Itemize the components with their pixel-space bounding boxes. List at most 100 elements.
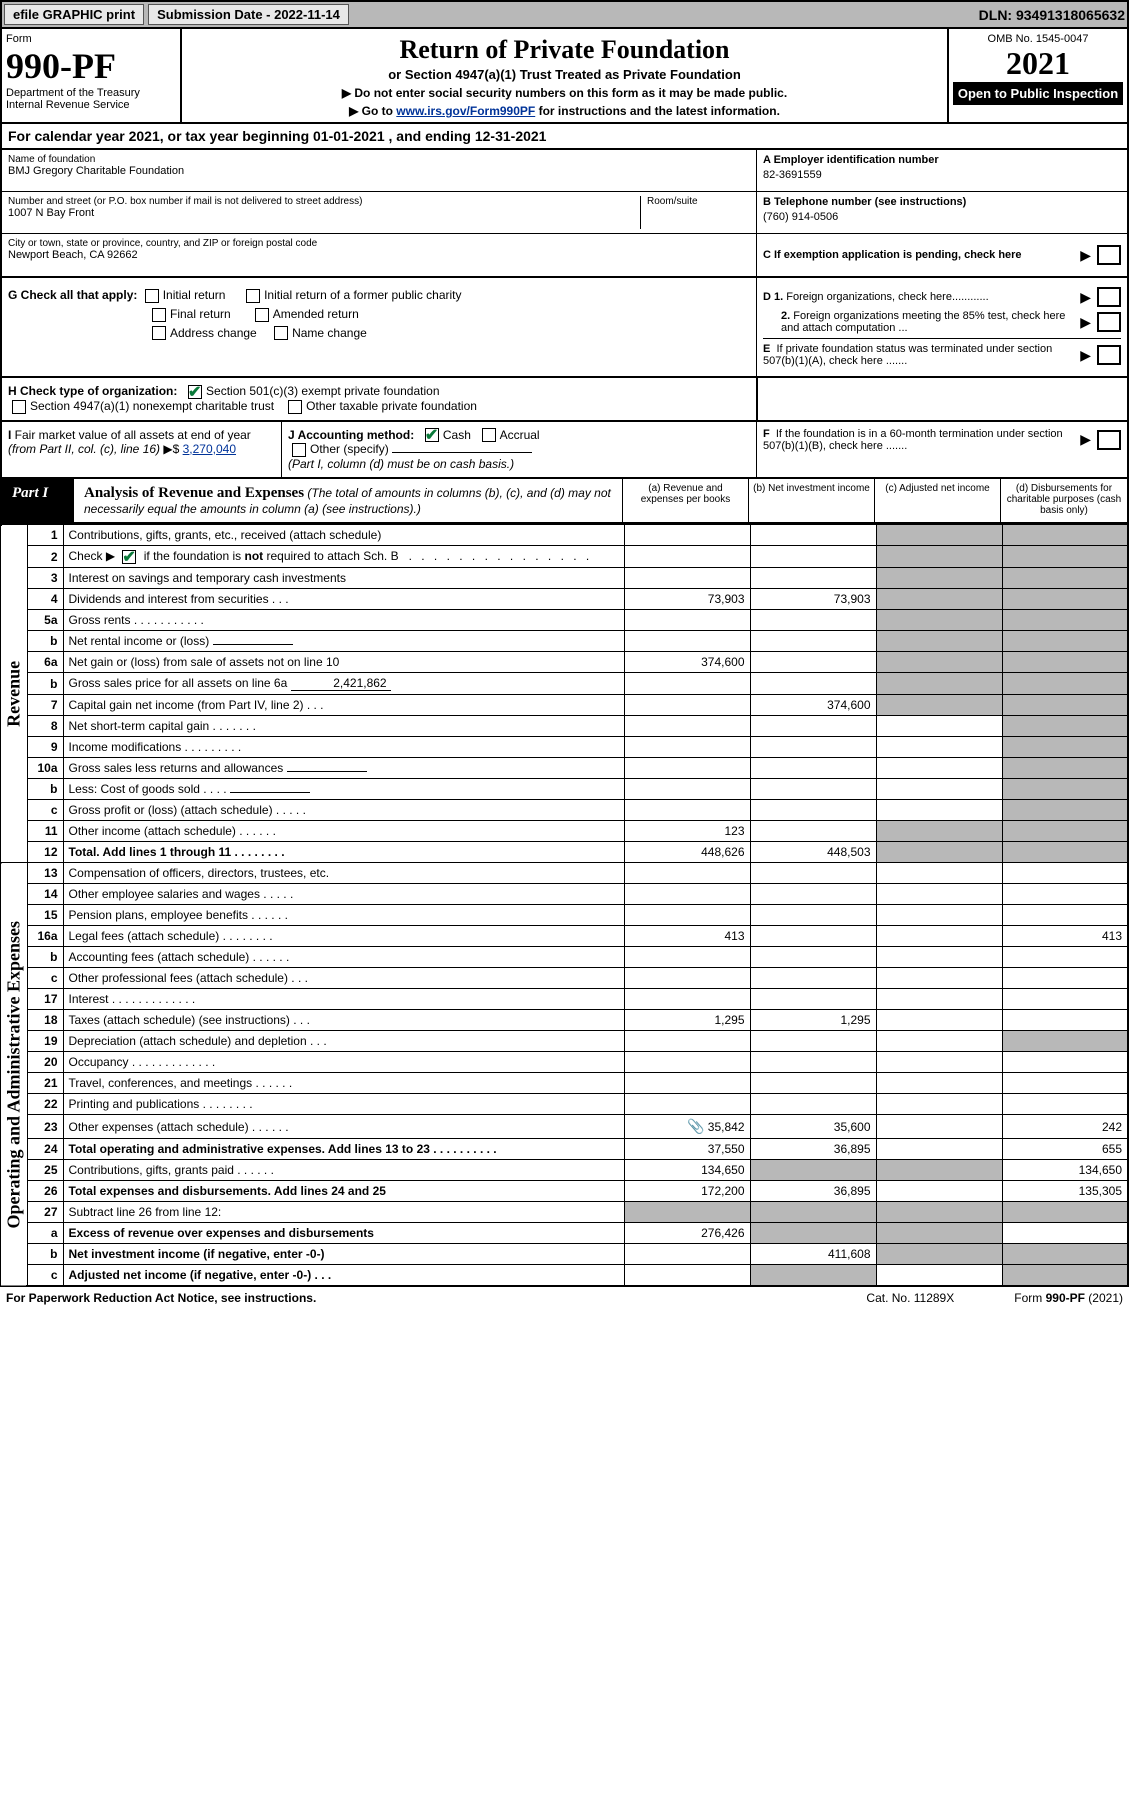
header-right: OMB No. 1545-0047 2021 Open to Public In… — [947, 29, 1127, 122]
instruction-1: ▶ Do not enter social security numbers o… — [190, 86, 939, 100]
j-label: J Accounting method: — [288, 428, 414, 442]
open-to-public: Open to Public Inspection — [953, 82, 1123, 105]
address: 1007 N Bay Front — [8, 207, 640, 219]
table-row: 22Printing and publications . . . . . . … — [1, 1094, 1128, 1115]
table-row: 27Subtract line 26 from line 12: — [1, 1202, 1128, 1223]
form-subtitle: or Section 4947(a)(1) Trust Treated as P… — [190, 67, 939, 82]
header-center: Return of Private Foundation or Section … — [182, 29, 947, 122]
g3-label: Final return — [170, 307, 231, 321]
col-d-header: (d) Disbursements for charitable purpose… — [1001, 479, 1127, 522]
h3-label: Other taxable private foundation — [306, 399, 477, 413]
fmv-value: 3,270,040 — [183, 442, 236, 456]
table-row: bNet investment income (if negative, ent… — [1, 1244, 1128, 1265]
irs: Internal Revenue Service — [6, 99, 176, 111]
form-link[interactable]: www.irs.gov/Form990PF — [396, 104, 535, 118]
g-initial-former[interactable] — [246, 289, 260, 303]
h2-label: Section 4947(a)(1) nonexempt charitable … — [30, 399, 274, 413]
pra-notice: For Paperwork Reduction Act Notice, see … — [6, 1291, 316, 1305]
g-final-return[interactable] — [152, 308, 166, 322]
cat-number: Cat. No. 11289X — [866, 1291, 954, 1305]
table-row: 16aLegal fees (attach schedule) . . . . … — [1, 926, 1128, 947]
form-label: Form — [6, 33, 176, 45]
g5-label: Address change — [170, 326, 257, 340]
table-row: 11Other income (attach schedule) . . . .… — [1, 821, 1128, 842]
table-row: bGross sales price for all assets on lin… — [1, 673, 1128, 695]
g-amended[interactable] — [255, 308, 269, 322]
table-row: aExcess of revenue over expenses and dis… — [1, 1223, 1128, 1244]
table-row: 25Contributions, gifts, grants paid . . … — [1, 1160, 1128, 1181]
e-checkbox[interactable] — [1097, 345, 1121, 365]
j2-label: Accrual — [500, 428, 540, 442]
ein-label: A Employer identification number — [763, 154, 1121, 166]
g1-label: Initial return — [163, 288, 226, 302]
table-row: cAdjusted net income (if negative, enter… — [1, 1265, 1128, 1287]
expenses-sidelabel: Operating and Administrative Expenses — [1, 863, 27, 1287]
g-address-change[interactable] — [152, 326, 166, 340]
top-bar: efile GRAPHIC print Submission Date - 20… — [0, 0, 1129, 29]
f-row: F If the foundation is in a 60-month ter… — [763, 428, 1121, 452]
g6-label: Name change — [292, 326, 367, 340]
j-other[interactable] — [292, 443, 306, 457]
table-row: 14Other employee salaries and wages . . … — [1, 884, 1128, 905]
j-note: (Part I, column (d) must be on cash basi… — [288, 457, 514, 471]
omb-number: OMB No. 1545-0047 — [953, 33, 1123, 45]
d1-checkbox[interactable] — [1097, 287, 1121, 307]
h-label: H Check type of organization: — [8, 384, 177, 398]
table-row: 17Interest . . . . . . . . . . . . . — [1, 989, 1128, 1010]
table-row: cOther professional fees (attach schedul… — [1, 968, 1128, 989]
g-initial-return[interactable] — [145, 289, 159, 303]
instr2-post: for instructions and the latest informat… — [535, 104, 780, 118]
j1-label: Cash — [443, 428, 471, 442]
j-cash[interactable] — [425, 428, 439, 442]
table-row: Revenue1Contributions, gifts, grants, et… — [1, 525, 1128, 546]
j3-label: Other (specify) — [310, 442, 389, 456]
h-501c3[interactable] — [188, 385, 202, 399]
table-row: 21Travel, conferences, and meetings . . … — [1, 1073, 1128, 1094]
table-row: 2Check ▶ if the foundation is not requir… — [1, 546, 1128, 568]
calendar-year-row: For calendar year 2021, or tax year begi… — [0, 124, 1129, 150]
part1-title: Analysis of Revenue and Expenses — [84, 485, 304, 501]
table-row: Operating and Administrative Expenses13C… — [1, 863, 1128, 884]
h-other-taxable[interactable] — [288, 400, 302, 414]
check-section-1: G Check all that apply: Initial return I… — [0, 278, 1129, 378]
c-checkbox[interactable] — [1097, 245, 1121, 265]
table-row: 26Total expenses and disbursements. Add … — [1, 1181, 1128, 1202]
city-label: City or town, state or province, country… — [8, 238, 750, 249]
foundation-name: BMJ Gregory Charitable Foundation — [8, 165, 750, 177]
d2-checkbox[interactable] — [1097, 312, 1121, 332]
table-row: bAccounting fees (attach schedule) . . .… — [1, 947, 1128, 968]
j-accrual[interactable] — [482, 428, 496, 442]
form-footer: Form 990-PF (2021) — [1014, 1291, 1123, 1305]
submission-date: Submission Date - 2022-11-14 — [148, 4, 349, 25]
c-label: C If exemption application is pending, c… — [763, 249, 1080, 261]
check-section-3: I Fair market value of all assets at end… — [0, 422, 1129, 480]
room-label: Room/suite — [647, 196, 750, 207]
g2-label: Initial return of a former public charit… — [264, 288, 461, 302]
g4-label: Amended return — [273, 307, 359, 321]
g-name-change[interactable] — [274, 326, 288, 340]
arrow-icon: ▶ — [1080, 247, 1091, 264]
table-row: 8Net short-term capital gain . . . . . .… — [1, 716, 1128, 737]
table-row: 12Total. Add lines 1 through 11 . . . . … — [1, 842, 1128, 863]
dept: Department of the Treasury — [6, 87, 176, 99]
form-number: 990-PF — [6, 45, 176, 87]
efile-print-button[interactable]: efile GRAPHIC print — [4, 4, 144, 25]
h-4947[interactable] — [12, 400, 26, 414]
ein: 82-3691559 — [763, 166, 1121, 184]
check-section-2: H Check type of organization: Section 50… — [0, 378, 1129, 422]
form-header: Form 990-PF Department of the Treasury I… — [0, 29, 1129, 124]
table-row: 19Depreciation (attach schedule) and dep… — [1, 1031, 1128, 1052]
telephone-label: B Telephone number (see instructions) — [763, 196, 1121, 208]
city: Newport Beach, CA 92662 — [8, 249, 750, 261]
schb-check[interactable] — [122, 550, 136, 564]
part1-label: Part I — [2, 479, 74, 522]
revenue-sidelabel: Revenue — [1, 525, 27, 863]
f-checkbox[interactable] — [1097, 430, 1121, 450]
instr2-pre: ▶ Go to — [349, 104, 396, 118]
foundation-name-label: Name of foundation — [8, 154, 750, 165]
table-row: 7Capital gain net income (from Part IV, … — [1, 695, 1128, 716]
table-row: 4Dividends and interest from securities … — [1, 589, 1128, 610]
table-row: 20Occupancy . . . . . . . . . . . . . — [1, 1052, 1128, 1073]
table-row: bLess: Cost of goods sold . . . . — [1, 779, 1128, 800]
table-row: cGross profit or (loss) (attach schedule… — [1, 800, 1128, 821]
